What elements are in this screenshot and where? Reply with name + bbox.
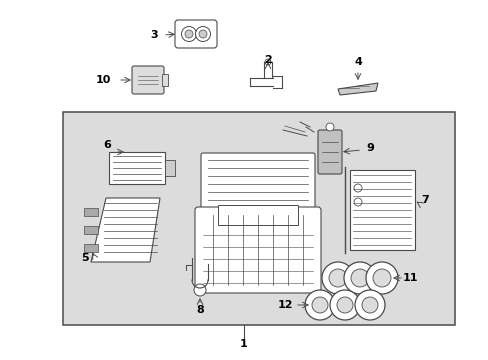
FancyBboxPatch shape: [195, 207, 320, 293]
Circle shape: [321, 262, 353, 294]
Circle shape: [350, 269, 368, 287]
Polygon shape: [337, 83, 377, 95]
Text: 3: 3: [150, 30, 158, 40]
Bar: [164, 160, 175, 176]
FancyBboxPatch shape: [201, 153, 314, 212]
FancyBboxPatch shape: [175, 20, 217, 48]
Text: 11: 11: [402, 273, 417, 283]
Bar: [84, 244, 98, 252]
Circle shape: [365, 262, 397, 294]
Circle shape: [328, 269, 346, 287]
Text: 5: 5: [81, 253, 89, 263]
Circle shape: [181, 27, 196, 41]
Text: 10: 10: [95, 75, 110, 85]
Circle shape: [343, 262, 375, 294]
Text: 1: 1: [240, 339, 247, 349]
Circle shape: [305, 290, 334, 320]
Bar: [349, 170, 414, 250]
Bar: [109, 152, 164, 184]
Circle shape: [325, 123, 333, 131]
Circle shape: [264, 59, 270, 65]
FancyBboxPatch shape: [317, 130, 341, 174]
Polygon shape: [91, 198, 160, 262]
Circle shape: [329, 290, 359, 320]
Text: 6: 6: [103, 140, 111, 150]
Circle shape: [311, 297, 327, 313]
Circle shape: [353, 198, 361, 206]
Circle shape: [354, 290, 384, 320]
Text: 4: 4: [353, 57, 361, 67]
Bar: [218, 205, 297, 225]
Circle shape: [361, 297, 377, 313]
Bar: [84, 208, 98, 216]
Text: 9: 9: [366, 143, 373, 153]
Circle shape: [199, 30, 206, 38]
Bar: [162, 74, 168, 86]
Circle shape: [372, 269, 390, 287]
Circle shape: [336, 297, 352, 313]
Bar: [63, 112, 454, 325]
Text: 2: 2: [264, 55, 271, 65]
Circle shape: [195, 27, 210, 41]
Circle shape: [353, 184, 361, 192]
Bar: [84, 226, 98, 234]
Circle shape: [194, 284, 205, 296]
Text: 7: 7: [420, 195, 428, 205]
Circle shape: [184, 30, 193, 38]
Text: 8: 8: [196, 305, 203, 315]
Text: 12: 12: [277, 300, 292, 310]
FancyBboxPatch shape: [132, 66, 163, 94]
